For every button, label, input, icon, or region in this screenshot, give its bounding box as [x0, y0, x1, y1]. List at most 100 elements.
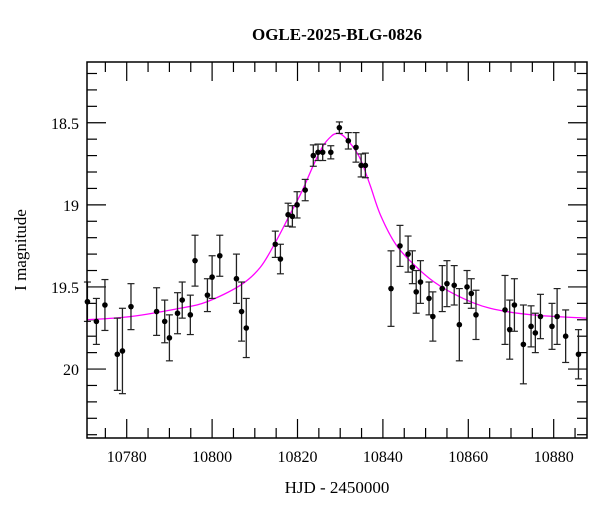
model-curve: [86, 132, 588, 321]
data-marker: [537, 313, 544, 320]
data-point: [174, 292, 182, 335]
data-point: [412, 269, 420, 314]
data-point: [438, 264, 446, 313]
data-marker: [417, 279, 424, 285]
data-point: [357, 153, 365, 178]
data-marker: [315, 149, 321, 156]
data-marker: [405, 251, 411, 257]
data-point: [404, 235, 412, 273]
data-marker: [456, 321, 463, 328]
data-point: [153, 287, 161, 336]
y-tick-label: 20: [63, 362, 79, 379]
data-point: [443, 260, 451, 308]
data-point: [548, 302, 556, 350]
plot-frame: [86, 61, 588, 439]
data-marker: [554, 313, 560, 320]
data-marker: [444, 280, 450, 287]
data-marker: [187, 312, 194, 318]
data-point: [216, 234, 224, 277]
data-point: [127, 283, 135, 331]
data-marker: [238, 308, 245, 315]
data-marker: [272, 241, 279, 248]
data-point: [327, 145, 335, 160]
data-marker: [413, 289, 420, 295]
data-point: [531, 312, 539, 354]
x-tick-label: 10860: [448, 449, 488, 466]
data-point: [203, 278, 211, 313]
data-marker: [179, 297, 186, 303]
data-marker: [153, 308, 160, 315]
data-marker: [233, 275, 240, 282]
data-marker: [362, 162, 369, 169]
data-marker: [161, 318, 168, 325]
x-tick-label: 10800: [192, 449, 232, 466]
data-marker: [277, 256, 284, 262]
data-marker: [328, 149, 334, 156]
data-point: [288, 205, 296, 228]
data-point: [301, 178, 309, 202]
data-point: [276, 243, 284, 275]
data-marker: [310, 152, 317, 159]
data-point: [284, 202, 292, 227]
data-point: [319, 143, 327, 162]
data-point: [501, 274, 509, 346]
data-point: [429, 291, 437, 342]
data-point: [467, 278, 475, 309]
data-point: [450, 264, 458, 306]
data-marker: [358, 162, 364, 169]
data-marker: [192, 257, 198, 264]
data-marker: [119, 348, 126, 354]
data-point: [408, 250, 416, 285]
data-marker: [166, 335, 173, 341]
data-marker: [285, 211, 291, 218]
data-point: [165, 314, 173, 362]
data-marker: [114, 351, 121, 358]
data-point: [344, 132, 352, 150]
data-marker: [397, 243, 403, 249]
data-point: [472, 289, 480, 341]
data-marker: [468, 290, 475, 297]
data-point: [574, 329, 582, 380]
data-point: [562, 309, 570, 364]
x-tick-label: 10880: [534, 449, 574, 466]
data-marker: [93, 318, 100, 325]
data-marker: [345, 138, 352, 144]
x-axis-label: HJD - 2450000: [285, 478, 390, 497]
data-point: [293, 191, 301, 219]
data-point: [113, 317, 121, 391]
data-marker: [451, 282, 458, 289]
data-marker: [575, 351, 582, 358]
data-point: [455, 287, 463, 362]
data-marker: [209, 274, 215, 280]
data-point: [553, 287, 561, 346]
data-marker: [473, 312, 479, 318]
y-tick-label: 19: [63, 198, 79, 215]
data-marker: [439, 285, 446, 292]
data-marker: [294, 202, 300, 208]
data-point: [510, 278, 518, 332]
chart-title: OGLE-2025-BLG-0826: [252, 25, 422, 44]
x-tick-label: 10820: [278, 449, 318, 466]
data-point: [92, 297, 100, 346]
data-point: [101, 278, 109, 332]
data-marker: [528, 323, 534, 330]
data-marker: [430, 313, 436, 320]
data-point: [161, 299, 169, 344]
data-marker: [216, 252, 223, 259]
data-point: [396, 224, 404, 268]
data-point: [186, 294, 194, 336]
y-axis-label: I magnitude: [11, 209, 30, 291]
data-marker: [549, 323, 555, 330]
data-marker: [502, 307, 508, 313]
y-tick-label: 18.5: [51, 116, 79, 133]
data-point: [361, 152, 369, 179]
model-curve-group: [86, 132, 588, 321]
data-point: [352, 132, 360, 163]
data-point: [208, 255, 216, 300]
data-point: [238, 281, 246, 342]
data-marker: [388, 285, 394, 292]
x-tick-label: 10840: [363, 449, 403, 466]
data-point: [416, 260, 424, 304]
x-tick-label: 10780: [107, 449, 147, 466]
data-marker: [562, 333, 569, 340]
